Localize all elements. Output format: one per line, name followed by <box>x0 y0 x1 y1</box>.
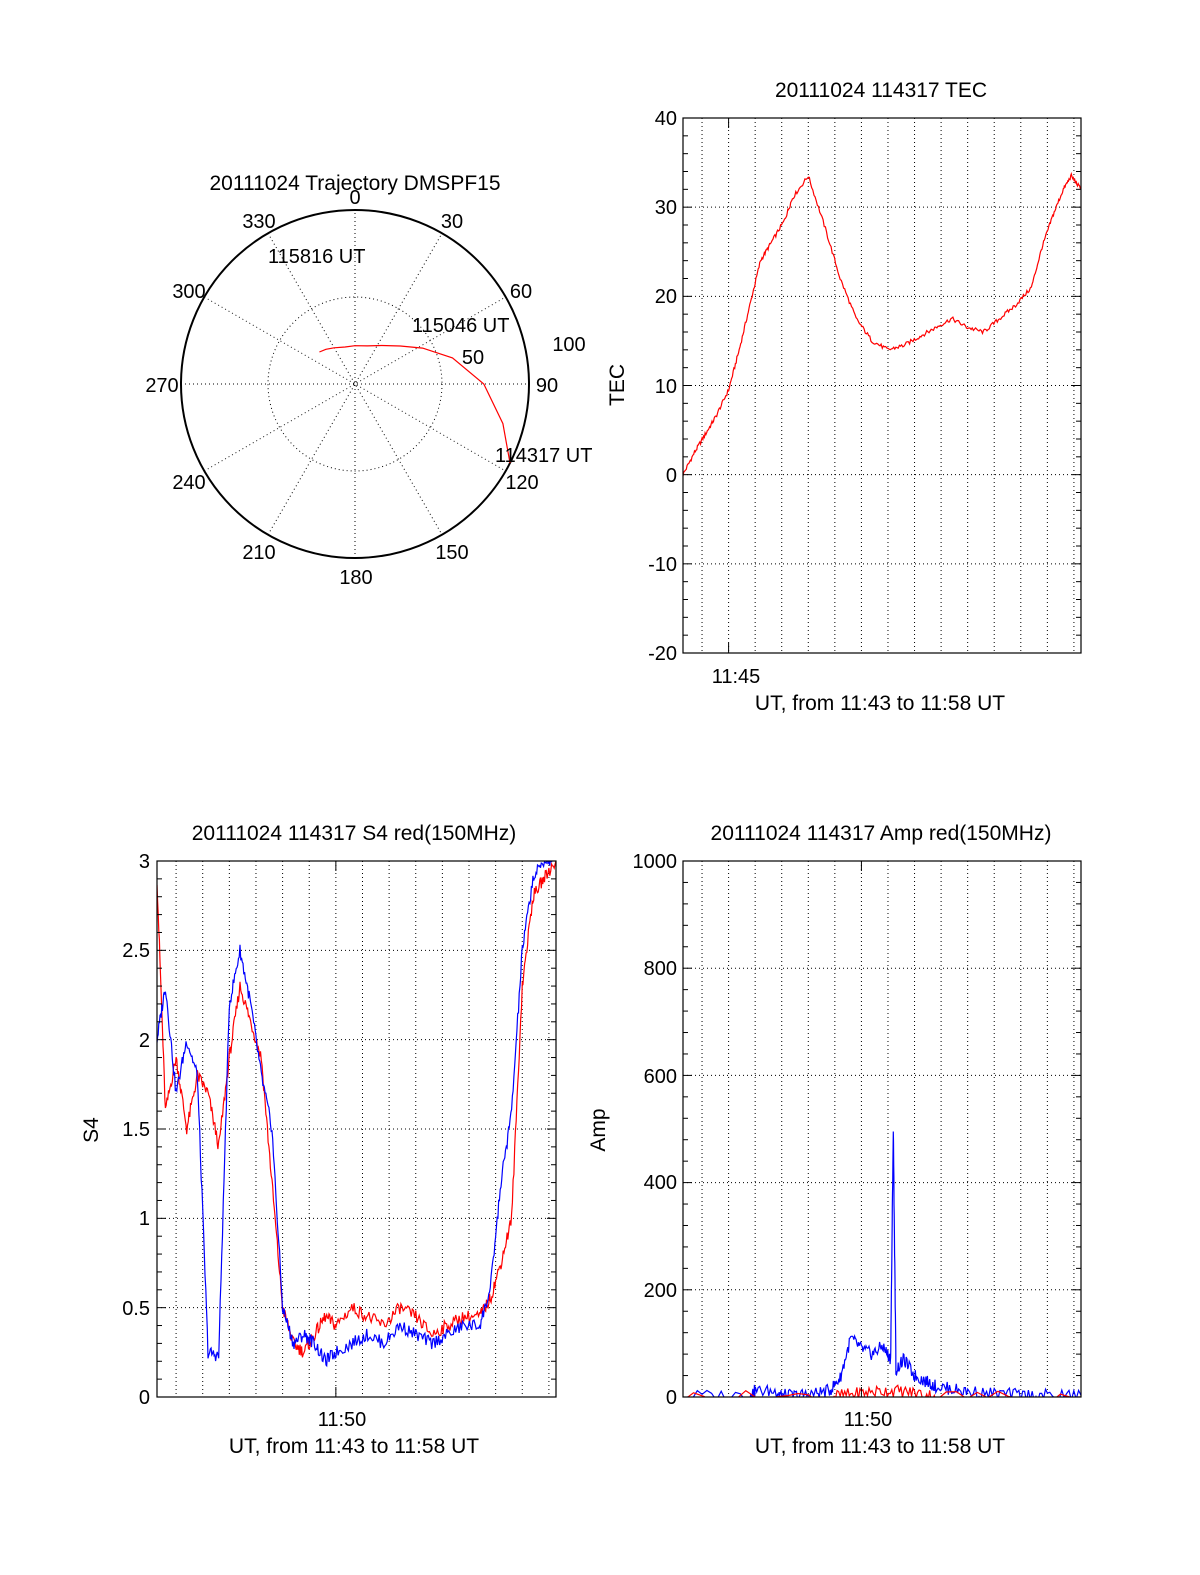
angle-label: 330 <box>242 211 275 233</box>
amp-y-label: Amp <box>587 1108 610 1151</box>
angle-label: 270 <box>145 375 178 397</box>
s4-series <box>157 861 556 1368</box>
amp-series <box>686 1131 1081 1397</box>
trajectory-annotation: 114317 UT <box>495 445 592 467</box>
x-tick-label: 11:50 <box>844 1409 893 1431</box>
polar-angle-labels: 0 30 60 90 120 150 180 210 240 270 300 3… <box>145 187 558 589</box>
tec-series <box>683 171 1081 477</box>
s4-y-ticks: 0 0.5 1 1.5 2 2.5 3 <box>122 851 150 1409</box>
tec-x-label: UT, from 11:43 to 11:58 UT <box>755 692 1005 715</box>
series-line <box>683 171 1081 477</box>
angle-label: 90 <box>536 375 558 397</box>
y-tick-label: 0.5 <box>122 1298 150 1320</box>
angle-label: 180 <box>339 567 372 589</box>
tec-grid <box>683 117 1081 654</box>
angle-label: 300 <box>172 281 205 303</box>
angle-label: 240 <box>172 472 205 494</box>
y-tick-label: 600 <box>644 1066 677 1088</box>
amp-x-label: UT, from 11:43 to 11:58 UT <box>755 1435 1005 1458</box>
tec-y-ticks: -20 -10 0 10 20 30 40 <box>648 108 677 665</box>
angle-label: 210 <box>242 542 275 564</box>
polar-outer-circle <box>180 209 530 559</box>
y-tick-label: 2.5 <box>122 940 150 962</box>
y-tick-label: 20 <box>655 286 677 308</box>
s4-x-label: UT, from 11:43 to 11:58 UT <box>229 1435 479 1458</box>
y-tick-label: 10 <box>655 376 677 398</box>
series-line <box>157 861 556 1358</box>
polar-title: 20111024 Trajectory DMSPF15 <box>209 172 500 195</box>
s4-frame <box>156 860 557 1398</box>
s4-minor-ticks <box>157 860 556 1398</box>
y-tick-label: 200 <box>644 1280 677 1302</box>
series-line <box>686 1131 1081 1397</box>
polar-trajectory-chart: 20111024 Trajectory DMSPF15 0 30 60 90 1… <box>145 172 592 589</box>
series-line <box>686 1384 1081 1397</box>
trajectory-line <box>319 344 511 464</box>
y-tick-label: 1000 <box>633 851 678 873</box>
y-tick-label: 2 <box>139 1030 150 1052</box>
tec-frame <box>682 117 1082 654</box>
amp-frame <box>682 860 1082 1398</box>
tec-chart: 20111024 114317 TEC -20 -10 0 10 20 30 4… <box>606 79 1082 715</box>
amp-grid <box>683 860 1081 1398</box>
x-tick-label: 11:50 <box>318 1409 367 1431</box>
y-tick-label: 40 <box>655 108 677 130</box>
trajectory-annotation: 115816 UT <box>268 246 365 268</box>
radial-label: 100 <box>552 334 585 356</box>
amp-title: 20111024 114317 Amp red(150MHz) <box>711 822 1052 845</box>
polar-grid <box>181 210 529 558</box>
y-tick-label: 400 <box>644 1172 677 1194</box>
angle-label: 120 <box>505 472 538 494</box>
y-tick-label: 3 <box>139 851 150 873</box>
trajectory-annotation: 115046 UT <box>412 315 509 337</box>
y-tick-label: 1.5 <box>122 1119 150 1141</box>
tec-y-label: TEC <box>606 364 629 406</box>
x-tick-label: 11:45 <box>712 666 761 688</box>
radial-label: 50 <box>462 347 484 369</box>
y-tick-label: -20 <box>648 643 677 665</box>
y-tick-label: 30 <box>655 197 677 219</box>
angle-label: 30 <box>441 211 463 233</box>
amp-chart: 20111024 114317 Amp red(150MHz) 0 200 40… <box>587 822 1082 1458</box>
s4-title: 20111024 114317 S4 red(150MHz) <box>192 822 517 845</box>
s4-y-label: S4 <box>80 1117 103 1143</box>
angle-label: 150 <box>435 542 468 564</box>
angle-label: 60 <box>510 281 532 303</box>
s4-grid <box>157 860 556 1398</box>
polar-series <box>319 344 511 464</box>
y-tick-label: 0 <box>666 465 677 487</box>
tec-minor-ticks <box>683 117 1081 654</box>
tec-title: 20111024 114317 TEC <box>775 79 987 102</box>
series-line <box>157 861 556 1368</box>
y-tick-label: 1 <box>139 1208 150 1230</box>
y-tick-label: 800 <box>644 958 677 980</box>
amp-y-ticks: 0 200 400 600 800 1000 <box>633 851 678 1409</box>
y-tick-label: 0 <box>666 1387 677 1409</box>
s4-chart: 20111024 114317 S4 red(150MHz) 0 0.5 1 1… <box>80 822 557 1458</box>
angle-label: 0 <box>349 187 360 209</box>
y-tick-label: 0 <box>139 1387 150 1409</box>
amp-minor-ticks <box>683 860 1081 1398</box>
y-tick-label: -10 <box>648 554 677 576</box>
